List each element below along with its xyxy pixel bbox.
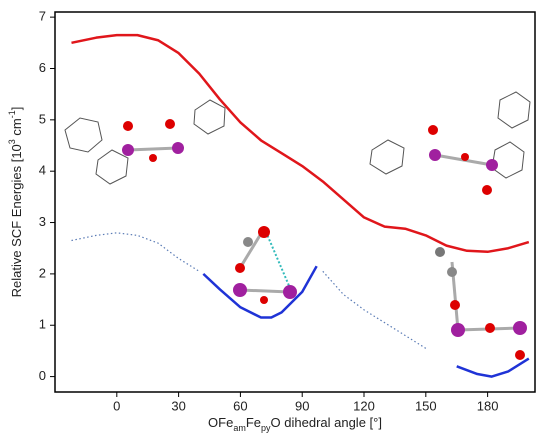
label-part: cm <box>9 118 24 139</box>
x-tick-label: 150 <box>415 398 437 413</box>
label-part: -1 <box>7 110 17 118</box>
y-tick-label: 3 <box>39 214 46 229</box>
label-part: Fe <box>246 415 261 430</box>
y-tick-label: 7 <box>39 9 46 24</box>
x-tick-label: 90 <box>295 398 309 413</box>
x-tick-label: 0 <box>113 398 120 413</box>
y-tick-label: 4 <box>39 163 46 178</box>
y-tick-label: 1 <box>39 317 46 332</box>
plot-frame <box>55 12 535 392</box>
y-tick-label: 5 <box>39 111 46 126</box>
y-tick-label: 2 <box>39 265 46 280</box>
chart: OFeamFepyO dihedral angle [°] Relative S… <box>0 0 540 440</box>
x-tick-label: 60 <box>233 398 247 413</box>
atom-decoration <box>122 119 527 360</box>
molecule-decoration <box>65 92 530 330</box>
label-part: OFe <box>208 415 233 430</box>
y-tick-label: 6 <box>39 60 46 75</box>
x-tick-label: 30 <box>171 398 185 413</box>
data-line <box>203 266 528 376</box>
x-axis-label: OFeamFepyO dihedral angle [°] <box>208 415 382 433</box>
data-line <box>71 35 528 252</box>
label-part: ] <box>9 107 24 111</box>
label-part: O dihedral angle [°] <box>271 415 382 430</box>
label-part: py <box>261 423 271 433</box>
y-axis-label: Relative SCF Energies [103 cm-1] <box>7 107 24 298</box>
label-part: am <box>233 423 246 433</box>
x-tick-label: 120 <box>353 398 375 413</box>
y-tick-label: 0 <box>39 368 46 383</box>
label-part: Relative SCF Energies [10 <box>9 144 24 297</box>
x-tick-label: 180 <box>477 398 499 413</box>
